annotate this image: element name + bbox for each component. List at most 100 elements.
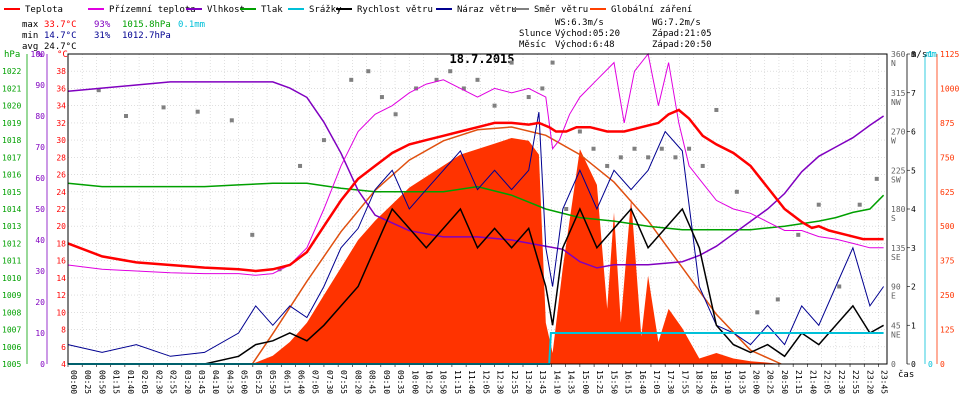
- wind-dir-tick-1: 315: [891, 89, 906, 98]
- radiation-tick-5: 625: [940, 188, 955, 197]
- x-tick-label-7: 02:55: [169, 370, 178, 394]
- temperature-line: [67, 108, 884, 273]
- pressure-tick-13: 1018: [2, 136, 21, 145]
- x-tick-label-50: 20:50: [780, 370, 789, 394]
- wind-dir-point-4: [229, 118, 234, 123]
- pressure-unit: hPa: [4, 50, 20, 60]
- stat-max-temp: 33.7°C: [44, 20, 77, 30]
- wind-dir-point-23: [564, 207, 569, 211]
- x-tick-label-25: 10:25: [424, 370, 433, 394]
- humidity-tick-0: 0: [40, 360, 45, 369]
- temperature-tick-12: 28: [56, 153, 66, 162]
- temperature-tick-13: 30: [56, 136, 66, 145]
- wind-dir-name-1: NW: [891, 98, 901, 107]
- x-tick-label-26: 10:50: [439, 370, 448, 394]
- radiation-tick-6: 750: [940, 153, 955, 162]
- x-tick-label-20: 08:20: [353, 370, 362, 394]
- humidity-tick-3: 30: [35, 267, 45, 276]
- pressure-tick-9: 1014: [2, 205, 21, 214]
- wind-dir-name-2: W: [891, 137, 896, 146]
- rain-tick-1: 1: [928, 50, 933, 59]
- temperature-tick-9: 22: [56, 205, 66, 214]
- x-tick-label-34: 14:10: [552, 370, 561, 394]
- x-tick-label-19: 07:55: [339, 370, 348, 394]
- x-tick-label-5: 02:05: [140, 370, 149, 394]
- stat-min-label: min: [22, 31, 38, 41]
- temperature-tick-4: 12: [56, 291, 66, 300]
- pressure-tick-7: 1012: [2, 239, 21, 248]
- temperature-tick-7: 18: [56, 239, 66, 248]
- stat-max-hum: 93%: [94, 20, 111, 30]
- radiation-tick-7: 875: [940, 119, 955, 128]
- radiation-tick-9: 1125: [940, 50, 959, 59]
- x-tick-label-45: 18:45: [709, 370, 718, 394]
- wind-dir-point-16: [461, 86, 466, 91]
- wind-tick-2: 2: [911, 283, 916, 292]
- x-tick-label-16: 06:40: [297, 370, 306, 394]
- temperature-tick-10: 24: [56, 188, 66, 197]
- wind-dir-point-28: [632, 146, 637, 151]
- wind-dir-point-12: [393, 112, 398, 117]
- temperature-tick-8: 20: [56, 222, 66, 231]
- humidity-tick-10: 100: [31, 50, 46, 59]
- x-tick-label-23: 09:35: [396, 370, 405, 394]
- wind-dir-point-7: [298, 163, 303, 168]
- moon-rise: Východ:6:48: [555, 40, 615, 50]
- stat-min-hum: 31%: [94, 31, 111, 41]
- wind-dir-point-6: [277, 267, 282, 272]
- wind-dir-point-42: [874, 176, 879, 181]
- wind-dir-point-10: [366, 69, 371, 74]
- x-tick-label-48: 20:00: [752, 370, 761, 394]
- pressure-tick-4: 1009: [2, 291, 21, 300]
- clear-sky-radiation-line: [251, 126, 782, 365]
- plot-area: [67, 52, 885, 365]
- x-tick-label-42: 17:30: [666, 370, 675, 394]
- legend-label-4: Srážky: [309, 5, 342, 15]
- wind-dir-tick-2: 270: [891, 128, 906, 137]
- stat-avg-label: avg: [22, 42, 38, 52]
- wind-tick-7: 7: [911, 89, 916, 98]
- pressure-tick-6: 1011: [2, 257, 21, 266]
- x-tick-label-1: 00:25: [83, 370, 92, 394]
- moon-set: Západ:20:50: [652, 40, 712, 50]
- x-tick-label-41: 17:05: [652, 370, 661, 394]
- info-block: WS:6.3m/s WG:7.2m/s Slunce Východ:05:20 …: [519, 18, 712, 50]
- y-axes: 1005100610071008100910101011101210131014…: [2, 50, 959, 369]
- wind-dir-point-32: [687, 146, 692, 151]
- wind-wg: WG:7.2m/s: [652, 18, 701, 28]
- x-tick-label-33: 13:45: [538, 370, 547, 394]
- wind-dir-name-6: E: [891, 292, 896, 301]
- stats-block: max 33.7°C 93% 1015.8hPa 0.1mm min 14.7°…: [22, 20, 205, 52]
- humidity-tick-2: 20: [35, 298, 45, 307]
- wind-dir-point-18: [492, 103, 497, 108]
- humidity-tick-5: 50: [35, 205, 45, 214]
- wind-dir-point-3: [195, 109, 200, 114]
- x-tick-label-0: 00:00: [69, 370, 78, 394]
- x-tick-label-21: 08:45: [368, 370, 377, 394]
- temperature-tick-0: 4: [61, 360, 66, 369]
- wind-tick-5: 5: [911, 166, 916, 175]
- humidity-tick-8: 80: [35, 112, 45, 121]
- wind-dir-point-36: [755, 310, 760, 315]
- humidity-unit: %: [37, 50, 43, 60]
- wind-tick-4: 4: [911, 205, 916, 214]
- temperature-tick-15: 34: [56, 102, 66, 111]
- x-tick-label-55: 22:55: [851, 370, 860, 394]
- moon-label: Měsíc: [519, 40, 546, 50]
- wind-dir-point-35: [734, 189, 739, 194]
- wind-dir-point-17: [475, 77, 480, 82]
- wind-dir-point-19: [509, 60, 514, 65]
- pressure-line: [67, 182, 885, 231]
- x-tick-label-47: 19:35: [737, 370, 746, 394]
- wind-tick-1: 1: [911, 321, 916, 330]
- stat-avg-temp: 24.7°C: [44, 42, 77, 52]
- legend-label-3: Tlak: [261, 5, 283, 15]
- wind-dir-point-34: [714, 107, 719, 112]
- x-tick-label-43: 17:55: [680, 370, 689, 394]
- radiation-tick-0: 0: [940, 360, 945, 369]
- stat-min-temp: 14.7°C: [44, 31, 77, 41]
- wind-dir-point-31: [673, 155, 678, 160]
- stat-rain: 0.1mm: [178, 20, 205, 30]
- wind-dir-point-15: [448, 69, 453, 74]
